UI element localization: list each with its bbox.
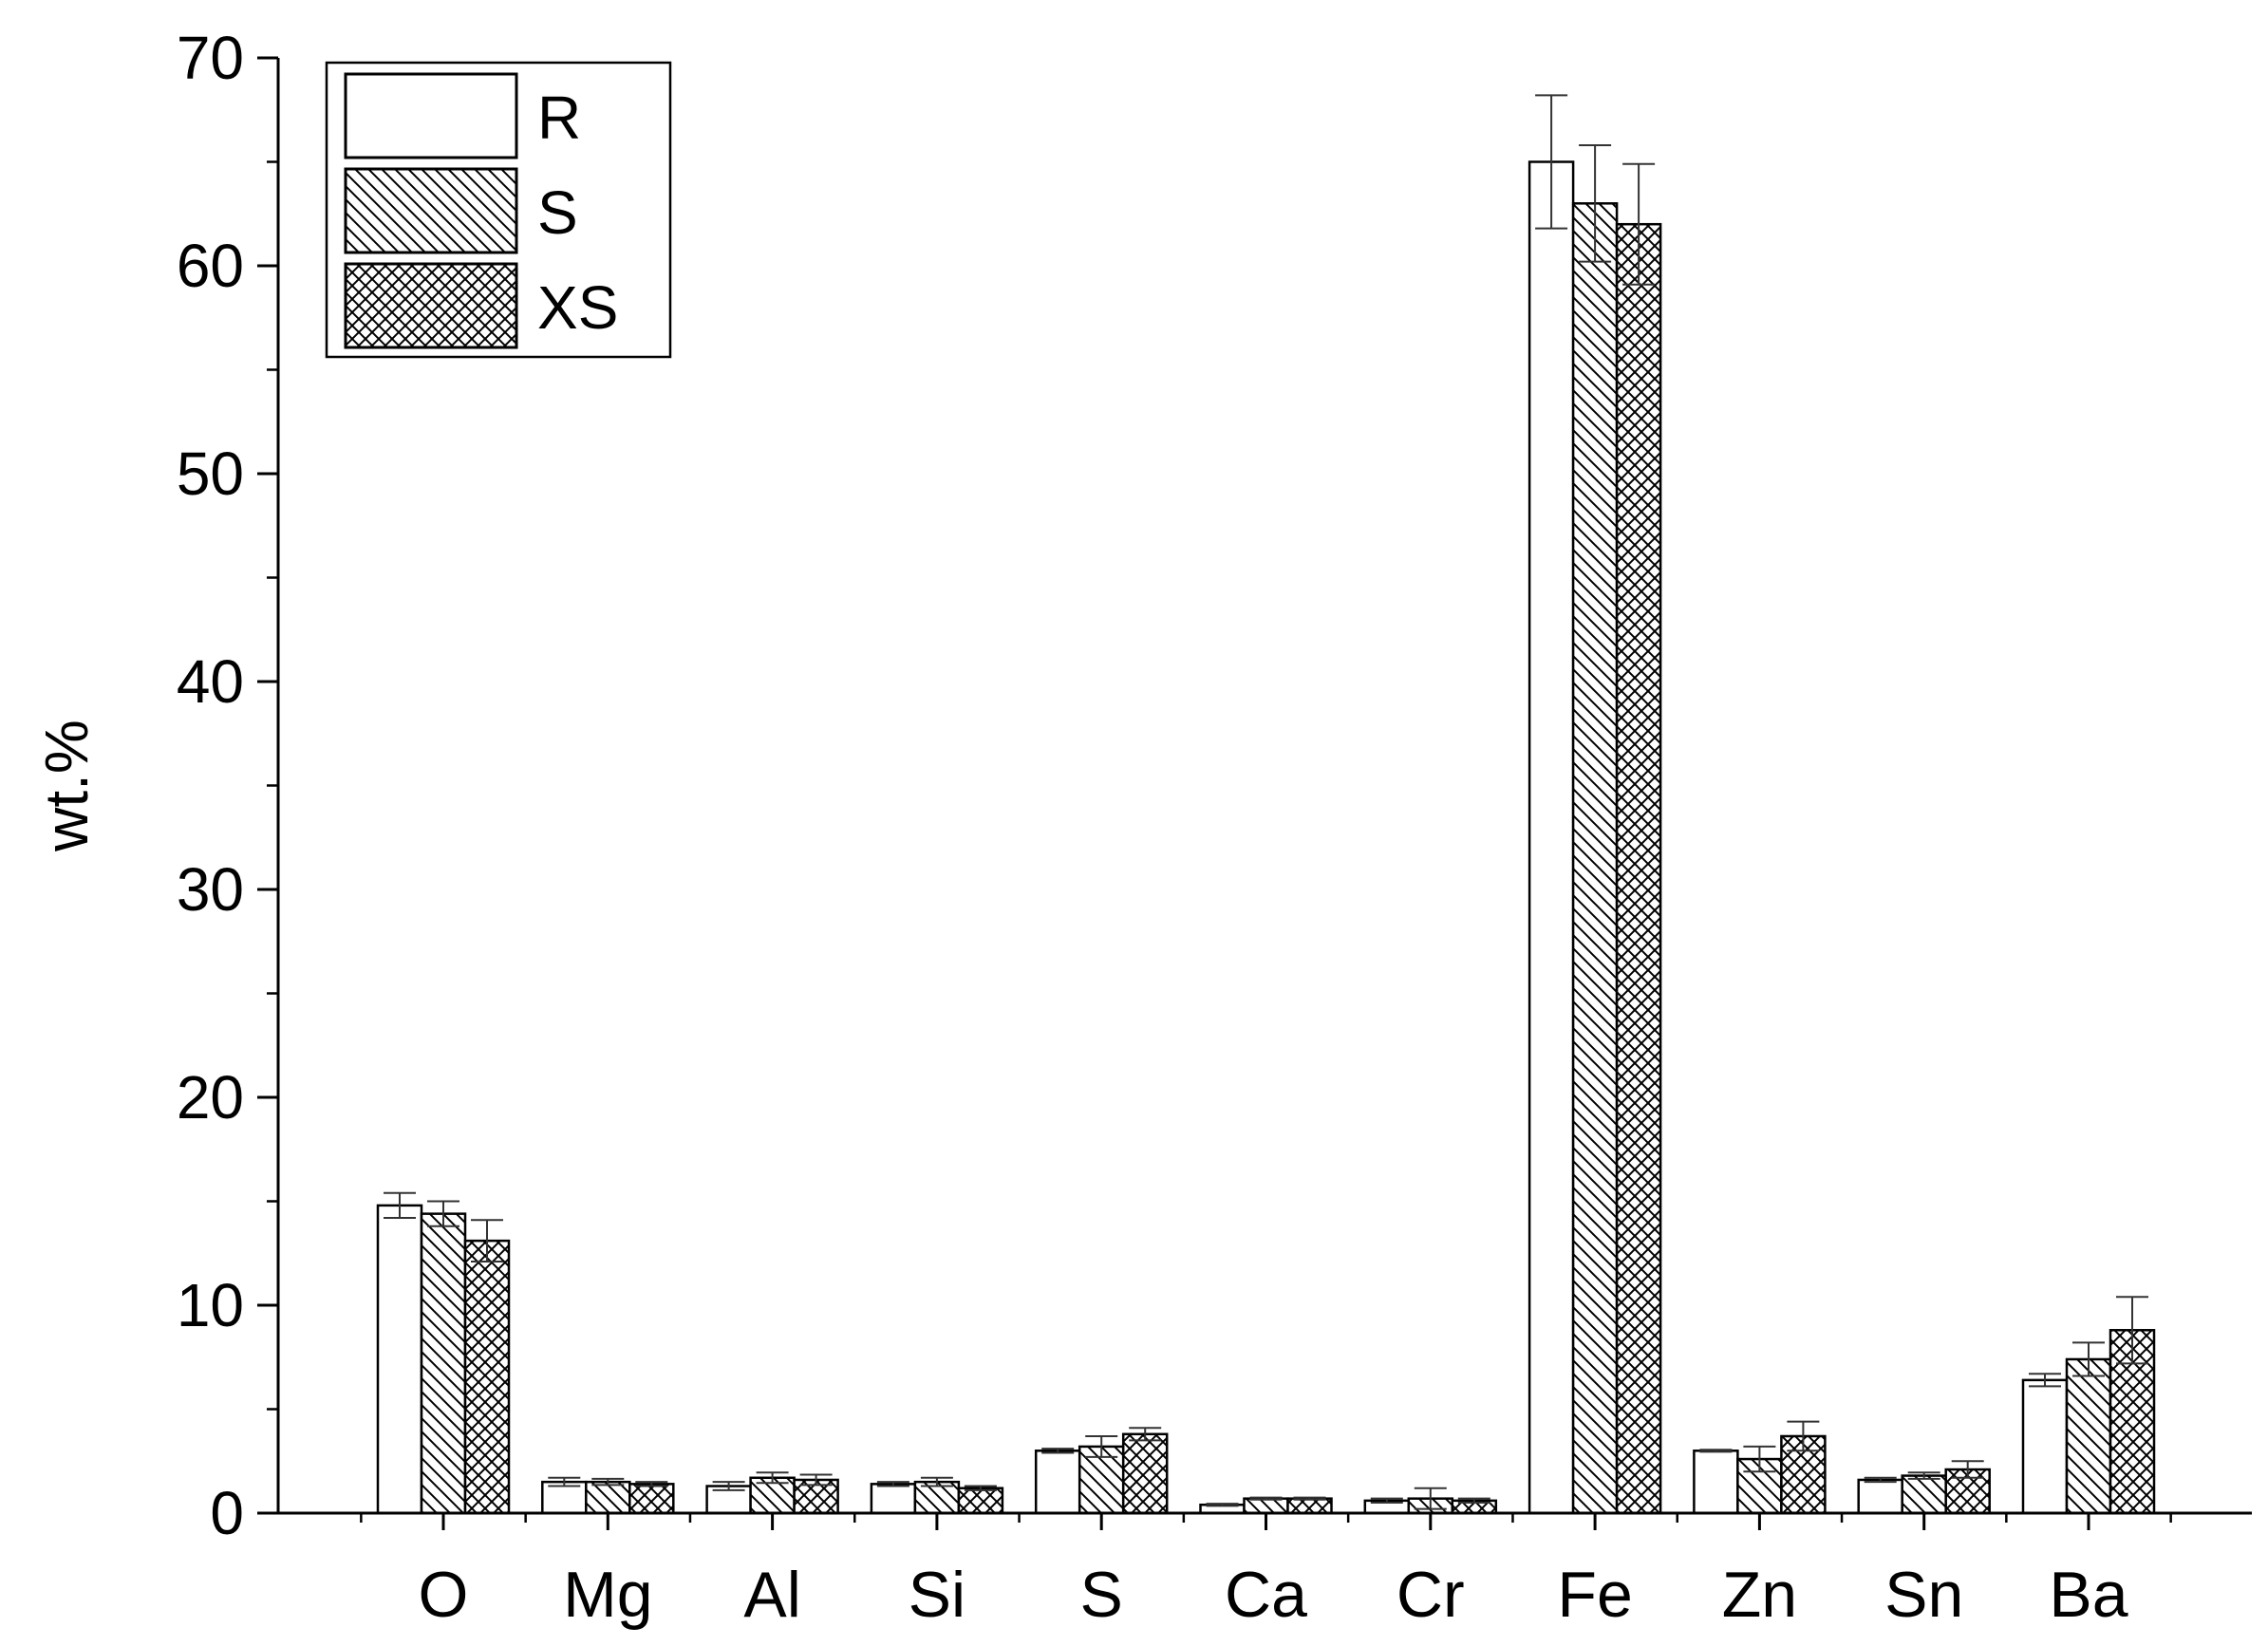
bar-r-sn <box>1857 1478 1903 1515</box>
bar-xs-ca <box>1286 1497 1333 1515</box>
error-bar-r-sn <box>1864 1476 1897 1484</box>
legend-swatch-xs <box>344 262 518 349</box>
bar-xs-mg <box>628 1483 675 1515</box>
legend-label-xs: XS <box>537 273 618 342</box>
error-bar-s-sn <box>1907 1471 1940 1480</box>
bar-s-o <box>420 1212 467 1515</box>
bar-s-fe <box>1571 202 1619 1515</box>
y-axis-title: wt.% <box>32 720 101 852</box>
bar-s-ba <box>2065 1357 2112 1515</box>
x-tick-label-zn: Zn <box>1722 1559 1797 1631</box>
legend-label-s: S <box>537 178 578 247</box>
bar-xs-si <box>957 1487 1004 1515</box>
error-bar-xs-cr <box>1457 1497 1490 1505</box>
y-tick-label: 30 <box>177 855 244 924</box>
y-tick-label: 20 <box>177 1063 244 1132</box>
error-bar-xs-zn <box>1787 1420 1820 1452</box>
error-bar-r-cr <box>1370 1497 1403 1505</box>
y-tick-label: 50 <box>177 440 244 508</box>
bar-r-o <box>376 1204 423 1515</box>
error-bar-xs-si <box>964 1485 997 1491</box>
error-bar-r-o <box>384 1191 416 1220</box>
bar-r-ba <box>2021 1378 2069 1515</box>
error-bar-s-mg <box>591 1477 625 1487</box>
y-tick-label: 10 <box>177 1271 244 1339</box>
x-tick-label-ba: Ba <box>2049 1559 2127 1631</box>
error-bar-r-mg <box>548 1476 581 1487</box>
error-bar-xs-ba <box>2116 1296 2148 1365</box>
bar-s-sn <box>1901 1474 1947 1515</box>
bar-r-zn <box>1693 1450 1739 1515</box>
legend-swatch-s <box>344 167 518 254</box>
error-bar-s-fe <box>1579 143 1612 263</box>
legend-label-r: R <box>537 84 581 152</box>
x-tick-label-cr: Cr <box>1396 1559 1465 1631</box>
y-tick-label: 60 <box>177 232 244 300</box>
x-tick-label-sn: Sn <box>1884 1559 1963 1631</box>
x-tick-label-mg: Mg <box>563 1559 652 1631</box>
y-tick-label: 70 <box>177 24 244 92</box>
y-tick-label: 0 <box>210 1479 244 1547</box>
axes-layer: O Mg Al Si S Ca Cr Fe Zn Sn Ba 0 10 20 30 40 50 60 70 wt.% <box>32 24 2252 1631</box>
error-bar-s-si <box>920 1476 953 1487</box>
error-bar-r-fe <box>1535 94 1568 230</box>
error-bar-r-si <box>876 1481 909 1487</box>
x-tick-label-ca: Ca <box>1225 1559 1307 1631</box>
error-bar-xs-ca <box>1293 1496 1326 1501</box>
error-bar-s-ca <box>1249 1496 1283 1501</box>
error-bar-r-ba <box>2029 1373 2061 1388</box>
error-bar-s-cr <box>1414 1487 1447 1510</box>
error-bar-xs-s <box>1129 1427 1162 1442</box>
error-bar-xs-o <box>471 1219 503 1263</box>
error-bar-r-ca <box>1206 1503 1239 1507</box>
error-bar-xs-fe <box>1622 162 1656 286</box>
error-bar-r-zn <box>1699 1449 1733 1453</box>
legend-swatch-r <box>344 72 518 159</box>
legend: RS XS <box>325 61 672 359</box>
error-bar-s-al <box>756 1471 789 1485</box>
bar-xs-fe <box>1615 222 1662 1515</box>
error-bar-s-o <box>427 1200 459 1227</box>
error-bar-s-zn <box>1743 1445 1776 1473</box>
error-bar-xs-mg <box>635 1481 668 1487</box>
x-tick-label-o: O <box>419 1559 469 1631</box>
bar-r-fe <box>1528 160 1575 1515</box>
y-tick-label: 40 <box>177 647 244 716</box>
bar-r-si <box>870 1483 917 1515</box>
error-bar-r-al <box>712 1481 745 1491</box>
error-bar-s-ba <box>2072 1341 2105 1377</box>
bar-s-ca <box>1243 1497 1289 1515</box>
x-tick-label-si: Si <box>909 1559 965 1631</box>
x-tick-label-fe: Fe <box>1557 1559 1632 1631</box>
bar-xs-o <box>463 1239 511 1515</box>
x-tick-label-s: S <box>1080 1559 1123 1631</box>
error-bar-s-s <box>1085 1434 1118 1458</box>
error-bar-r-s <box>1041 1448 1075 1454</box>
error-bar-xs-al <box>799 1473 833 1487</box>
error-bar-xs-sn <box>1951 1460 1984 1479</box>
bar-xs-s <box>1121 1432 1169 1515</box>
x-tick-label-al: Al <box>743 1559 800 1631</box>
bars-layer <box>376 94 2156 1515</box>
bar-s-mg <box>585 1480 631 1515</box>
bar-r-s <box>1034 1450 1081 1515</box>
